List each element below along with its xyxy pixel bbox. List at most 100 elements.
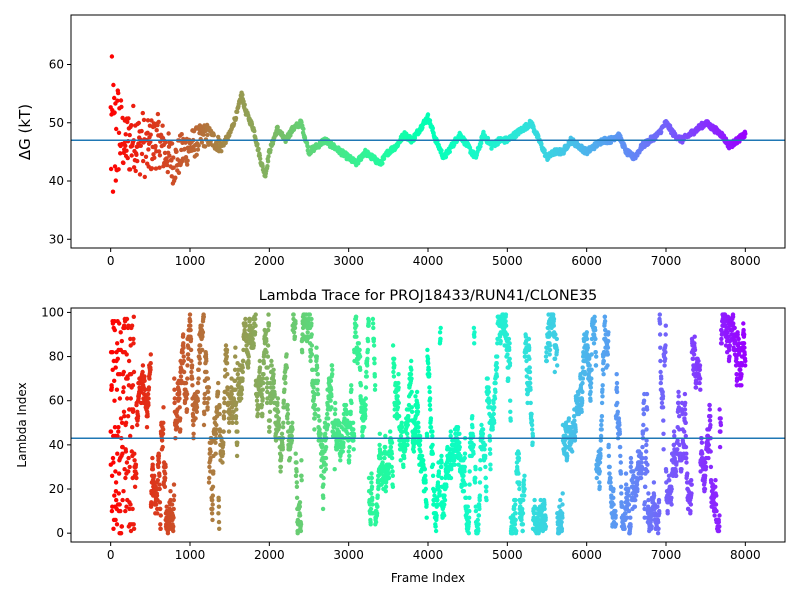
- lambda-point: [208, 449, 213, 454]
- delta-g-point: [174, 149, 179, 154]
- delta-g-point: [223, 140, 228, 146]
- lambda-point: [366, 319, 371, 324]
- lambda-point: [430, 451, 435, 456]
- lambda-point: [260, 411, 265, 417]
- lambda-point: [605, 345, 611, 350]
- lambda-point: [349, 383, 354, 388]
- lambda-point: [195, 389, 201, 395]
- delta-g-point: [127, 167, 133, 172]
- lambda-point: [221, 440, 226, 445]
- lambda-point: [316, 414, 321, 419]
- delta-g-point: [240, 92, 245, 98]
- lambda-point: [599, 414, 605, 419]
- lambda-point: [382, 455, 387, 461]
- lambda-point: [600, 387, 605, 392]
- lambda-point: [184, 391, 190, 397]
- lambda-point: [171, 515, 176, 520]
- lambda-point: [613, 522, 619, 527]
- delta-g-point: [149, 118, 154, 123]
- lambda-point: [579, 409, 584, 414]
- lambda-point: [542, 506, 547, 512]
- lambda-point: [514, 528, 519, 534]
- lambda-point: [125, 376, 130, 381]
- lambda-point: [462, 455, 467, 461]
- lambda-point: [527, 356, 532, 361]
- lambda-point: [477, 506, 482, 512]
- x-tick-label: 6000: [571, 254, 602, 268]
- lambda-point: [294, 469, 299, 474]
- lambda-point: [112, 327, 118, 333]
- lambda-point: [597, 460, 603, 465]
- delta-g-point: [139, 128, 144, 134]
- lambda-point: [224, 354, 229, 359]
- lambda-point: [411, 449, 417, 454]
- lambda-point: [321, 495, 326, 500]
- delta-g-point: [139, 151, 145, 157]
- lambda-point: [442, 497, 448, 503]
- delta-g-point: [114, 126, 119, 132]
- lambda-point: [239, 387, 245, 392]
- lambda-point: [565, 453, 570, 459]
- lambda-point: [134, 475, 139, 481]
- lambda-point: [285, 411, 291, 417]
- lambda-point: [171, 497, 176, 503]
- lambda-point: [264, 385, 270, 390]
- lambda-point: [190, 376, 195, 381]
- lambda-point: [214, 422, 219, 428]
- lambda-point: [309, 332, 314, 337]
- delta-g-point: [252, 128, 257, 134]
- x-tick-label: 0: [107, 254, 115, 268]
- lambda-point: [526, 336, 532, 342]
- lambda-point: [634, 482, 640, 487]
- delta-g-point: [146, 147, 151, 152]
- x-tick: 4000: [413, 248, 443, 268]
- delta-g-point: [157, 165, 162, 170]
- lambda-point: [297, 513, 303, 518]
- y-tick: 30: [49, 232, 71, 246]
- lambda-point: [223, 343, 229, 348]
- lambda-point: [260, 387, 265, 392]
- delta-g-point: [134, 152, 139, 157]
- lambda-point: [622, 526, 627, 531]
- lambda-point: [234, 407, 239, 412]
- lambda-point: [641, 422, 646, 428]
- lambda-point: [320, 442, 325, 448]
- lambda-point: [271, 385, 276, 390]
- lambda-point: [252, 330, 258, 335]
- lambda-point: [528, 380, 533, 386]
- lambda-point: [224, 361, 230, 366]
- delta-g-point: [233, 115, 239, 121]
- lambda-point: [243, 323, 249, 328]
- lambda-point: [628, 515, 633, 520]
- lambda-point: [486, 389, 491, 395]
- lambda-point: [203, 352, 209, 357]
- lambda-point: [363, 396, 368, 401]
- lambda-point: [178, 427, 183, 432]
- lambda-point: [267, 409, 273, 414]
- delta-g-point: [165, 169, 170, 175]
- lambda-point: [508, 398, 513, 403]
- delta-g-point: [542, 148, 547, 153]
- lambda-point: [427, 385, 432, 390]
- lambda-point: [131, 369, 137, 375]
- lambda-point: [144, 425, 150, 430]
- lambda-point: [552, 369, 557, 375]
- lambda-point: [207, 464, 212, 470]
- lambda-point: [145, 391, 151, 397]
- lambda-point: [606, 330, 611, 335]
- lambda-point: [618, 453, 623, 459]
- delta-g-point: [299, 120, 304, 125]
- lambda-point: [278, 469, 283, 474]
- lambda-point: [405, 422, 410, 428]
- lambda-point: [516, 471, 521, 476]
- delta-g-point: [118, 151, 123, 156]
- lambda-point: [471, 442, 476, 448]
- x-tick-label: 2000: [254, 254, 285, 268]
- lambda-point: [423, 473, 428, 478]
- lambda-point: [154, 493, 160, 498]
- delta-g-point: [155, 111, 161, 117]
- lambda-point: [235, 372, 240, 377]
- lambda-point: [436, 469, 442, 474]
- lambda-point: [519, 517, 524, 523]
- lambda-point: [177, 389, 182, 395]
